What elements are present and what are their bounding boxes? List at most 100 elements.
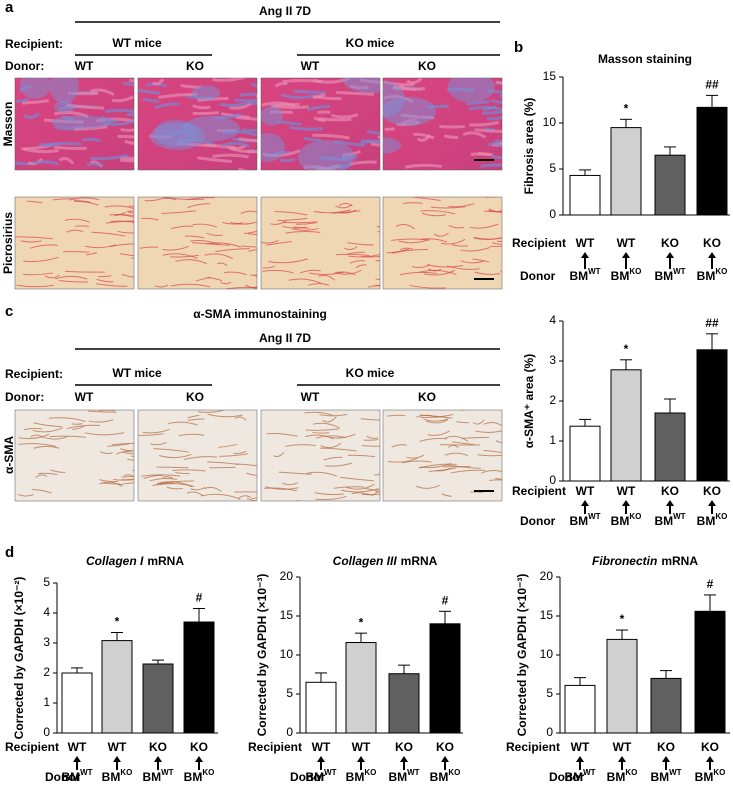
y-tick-label: 15 — [540, 608, 554, 622]
annotation: * — [115, 615, 120, 629]
micrograph — [382, 196, 503, 290]
arrow-head — [622, 500, 630, 506]
fiber — [333, 271, 356, 276]
fiber — [105, 220, 134, 224]
fiber — [239, 92, 257, 97]
fiber — [152, 78, 165, 86]
fiber — [166, 486, 184, 490]
fiber — [384, 127, 396, 132]
texture — [15, 78, 134, 168]
texture — [138, 410, 257, 501]
donor-label: WT — [75, 59, 94, 73]
donor-base: BM — [346, 770, 365, 784]
donor-label: BMKO — [697, 267, 728, 283]
row-label: Donor: — [5, 59, 44, 73]
fiber — [58, 156, 75, 165]
fiber — [448, 225, 465, 229]
fiber — [234, 416, 247, 421]
micrograph — [137, 77, 258, 171]
fiber — [30, 434, 44, 439]
fiber — [164, 197, 177, 201]
donor-sup: WT — [673, 512, 686, 521]
fiber — [127, 211, 134, 214]
fiber — [109, 214, 134, 218]
recipient-label: WT — [617, 236, 636, 250]
fiber — [104, 108, 134, 113]
fiber — [17, 493, 34, 497]
fiber — [246, 472, 257, 476]
donor-label: BMKO — [607, 768, 638, 784]
annotation: # — [442, 593, 449, 607]
bar — [183, 621, 215, 734]
fiber — [401, 460, 432, 464]
row-label: Donor — [549, 770, 585, 784]
arrow-head — [113, 756, 121, 762]
fiber — [142, 428, 170, 434]
fiber — [430, 206, 466, 209]
donor-base: BM — [697, 269, 716, 283]
micrograph — [382, 409, 503, 502]
fiber — [247, 230, 257, 234]
fiber — [184, 235, 205, 239]
panel-label: c — [5, 303, 13, 320]
fiber — [348, 253, 380, 258]
donor-label: BMKO — [430, 768, 461, 784]
arrow-head — [441, 756, 449, 762]
donor-sup: KO — [715, 267, 727, 276]
annotation: ## — [705, 316, 719, 330]
y-tick-label: 5 — [43, 575, 50, 589]
bar — [305, 681, 337, 734]
donor-label: BMWT — [569, 267, 600, 283]
y-tick-label: 0 — [549, 473, 556, 487]
fiber — [318, 117, 352, 122]
blue-area — [383, 80, 405, 117]
title-text: mRNA — [147, 554, 184, 568]
fiber — [122, 451, 134, 455]
fiber — [161, 210, 197, 215]
fiber — [238, 137, 257, 143]
fiber — [175, 472, 190, 475]
fiber — [296, 222, 317, 225]
donor-label: KO — [418, 390, 436, 404]
fiber — [444, 435, 469, 442]
fiber — [250, 81, 257, 88]
fiber — [158, 453, 192, 459]
fiber — [285, 444, 316, 447]
fiber — [440, 238, 466, 245]
bar — [610, 127, 642, 216]
fiber — [219, 100, 253, 108]
fiber — [88, 419, 114, 423]
fiber — [23, 427, 43, 431]
donor-sup: KO — [715, 512, 727, 521]
donor-base: BM — [650, 770, 669, 784]
fiber — [190, 486, 206, 491]
fiber — [412, 197, 441, 202]
y-tick-label: 5 — [546, 686, 553, 700]
donor-label: BMKO — [611, 512, 642, 528]
fiber — [387, 457, 418, 463]
donor-sup: WT — [80, 768, 93, 777]
fiber — [52, 198, 78, 201]
fiber — [223, 271, 247, 276]
y-tick-label: 20 — [280, 569, 294, 583]
recipient-label: KO — [703, 484, 721, 498]
blue-area — [261, 132, 285, 162]
fiber — [420, 210, 456, 215]
fiber — [229, 102, 253, 110]
donor-base: BM — [305, 770, 324, 784]
fiber — [426, 264, 463, 268]
fiber — [104, 205, 134, 210]
row-label: Donor: — [5, 390, 44, 404]
row-label: Donor — [520, 514, 556, 528]
micrograph — [260, 409, 381, 502]
fiber — [192, 242, 230, 246]
fiber — [238, 495, 252, 499]
fiber — [399, 271, 437, 276]
fiber — [306, 471, 338, 477]
panel-label: a — [5, 0, 14, 16]
fiber — [117, 230, 134, 234]
micrograph — [14, 409, 135, 502]
panel-label: b — [514, 39, 523, 56]
fiber — [312, 431, 330, 434]
